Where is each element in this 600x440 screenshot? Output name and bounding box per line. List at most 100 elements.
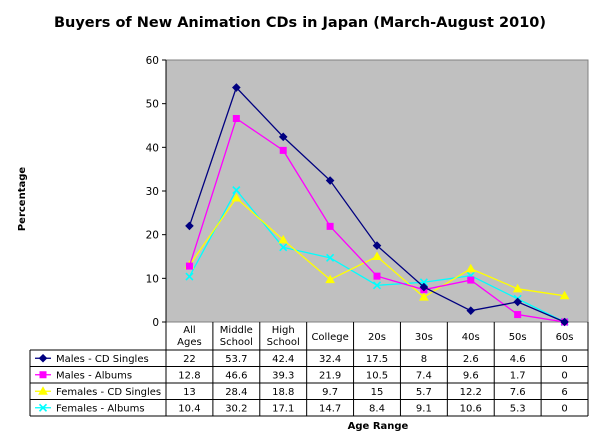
data-point — [559, 290, 570, 300]
data-label: 5.7 — [416, 387, 432, 398]
data-label: 12.8 — [178, 370, 200, 381]
data-label: 32.4 — [319, 354, 341, 365]
data-label: 6 — [561, 387, 567, 398]
data-label: 46.6 — [225, 370, 247, 381]
data-point — [466, 306, 476, 315]
data-label: 0 — [561, 354, 567, 365]
y-tick-label: 20 — [146, 230, 159, 242]
data-label: 39.3 — [272, 370, 294, 381]
data-point-stroke — [279, 243, 288, 252]
data-label: 10.6 — [460, 403, 482, 414]
data-point — [325, 274, 335, 284]
data-label: 0 — [561, 370, 567, 381]
data-point-stroke — [326, 253, 335, 262]
data-point — [372, 241, 382, 250]
data-label: 30.2 — [225, 403, 247, 414]
data-point — [278, 132, 288, 142]
data-point — [419, 282, 429, 292]
category-label: High School — [267, 325, 300, 348]
legend-key-marker — [39, 371, 47, 379]
data-point-stroke — [372, 281, 382, 290]
data-label: 4.6 — [510, 354, 526, 365]
category-label: All Ages — [177, 325, 202, 348]
data-label: 9.7 — [322, 387, 338, 398]
category-label: 50s — [509, 332, 527, 343]
data-label: 14.7 — [319, 403, 341, 414]
data-point-stroke — [185, 272, 194, 281]
category-label: 40s — [462, 332, 480, 343]
data-label: 5.3 — [510, 403, 526, 414]
data-point — [513, 297, 522, 307]
data-label: 9.6 — [463, 370, 479, 381]
data-point — [514, 311, 522, 319]
data-label: 0 — [561, 403, 567, 414]
data-point — [560, 317, 569, 327]
data-point — [326, 222, 334, 230]
legend-key-marker — [38, 403, 48, 412]
y-tick-label: 30 — [146, 186, 159, 198]
data-label: 17.1 — [272, 403, 294, 414]
plot-area — [165, 59, 589, 323]
data-label: 53.7 — [225, 354, 247, 365]
data-point — [232, 186, 241, 195]
legend-label: Males - Albums — [56, 370, 132, 381]
category-label: 20s — [368, 332, 386, 343]
y-tick-label: 0 — [152, 317, 159, 329]
data-label: 1.7 — [510, 370, 526, 381]
legend-label: Females - CD Singles — [56, 387, 161, 398]
legend-key-marker — [38, 353, 48, 363]
legend-label: Males - CD Singles — [56, 354, 149, 365]
data-label: 9.1 — [416, 403, 432, 414]
data-point — [512, 283, 523, 293]
data-point — [373, 272, 381, 280]
y-tick-label: 40 — [146, 142, 159, 154]
y-axis-label: Percentage — [17, 167, 28, 232]
data-label: 8 — [421, 354, 427, 365]
data-point — [372, 251, 382, 260]
data-label: 12.2 — [460, 387, 482, 398]
y-tick-label: 60 — [146, 55, 159, 67]
data-label: 18.8 — [272, 387, 294, 398]
category-label: College — [311, 332, 348, 343]
data-label: 10.4 — [178, 403, 200, 414]
data-point — [467, 276, 475, 284]
chart-title: Buyers of New Animation CDs in Japan (Ma… — [54, 15, 546, 31]
data-label: 42.4 — [272, 354, 294, 365]
data-point — [325, 176, 335, 185]
data-label: 17.5 — [366, 354, 388, 365]
x-axis-label: Age Range — [348, 421, 409, 432]
data-label: 10.5 — [366, 370, 388, 381]
data-point — [232, 83, 241, 92]
data-label: 28.4 — [225, 387, 247, 398]
data-point — [372, 281, 382, 290]
data-point — [326, 253, 335, 262]
data-point-stroke — [232, 186, 241, 195]
y-tick-label: 50 — [146, 99, 159, 111]
legend-key-marker — [38, 386, 48, 395]
data-label: 22 — [183, 354, 196, 365]
data-label: 15 — [371, 387, 384, 398]
data-label: 8.4 — [369, 403, 385, 414]
data-point — [278, 234, 289, 244]
data-point — [232, 115, 240, 123]
y-tick-label: 10 — [146, 273, 159, 285]
data-point — [279, 146, 287, 154]
legend-key-marker-stroke — [38, 403, 48, 412]
data-point — [185, 272, 194, 281]
data-label: 7.6 — [510, 387, 526, 398]
category-label: 60s — [556, 332, 574, 343]
data-label: 2.6 — [463, 354, 479, 365]
data-label: 7.4 — [416, 370, 432, 381]
legend-label: Females - Albums — [56, 403, 145, 414]
category-label: Middle School — [220, 325, 253, 348]
data-point — [279, 243, 288, 252]
data-point — [185, 221, 194, 231]
data-point — [465, 263, 476, 273]
category-label: 30s — [415, 332, 433, 343]
data-point — [231, 192, 242, 202]
data-point — [419, 292, 429, 301]
data-label: 13 — [183, 387, 196, 398]
data-point — [185, 262, 193, 270]
